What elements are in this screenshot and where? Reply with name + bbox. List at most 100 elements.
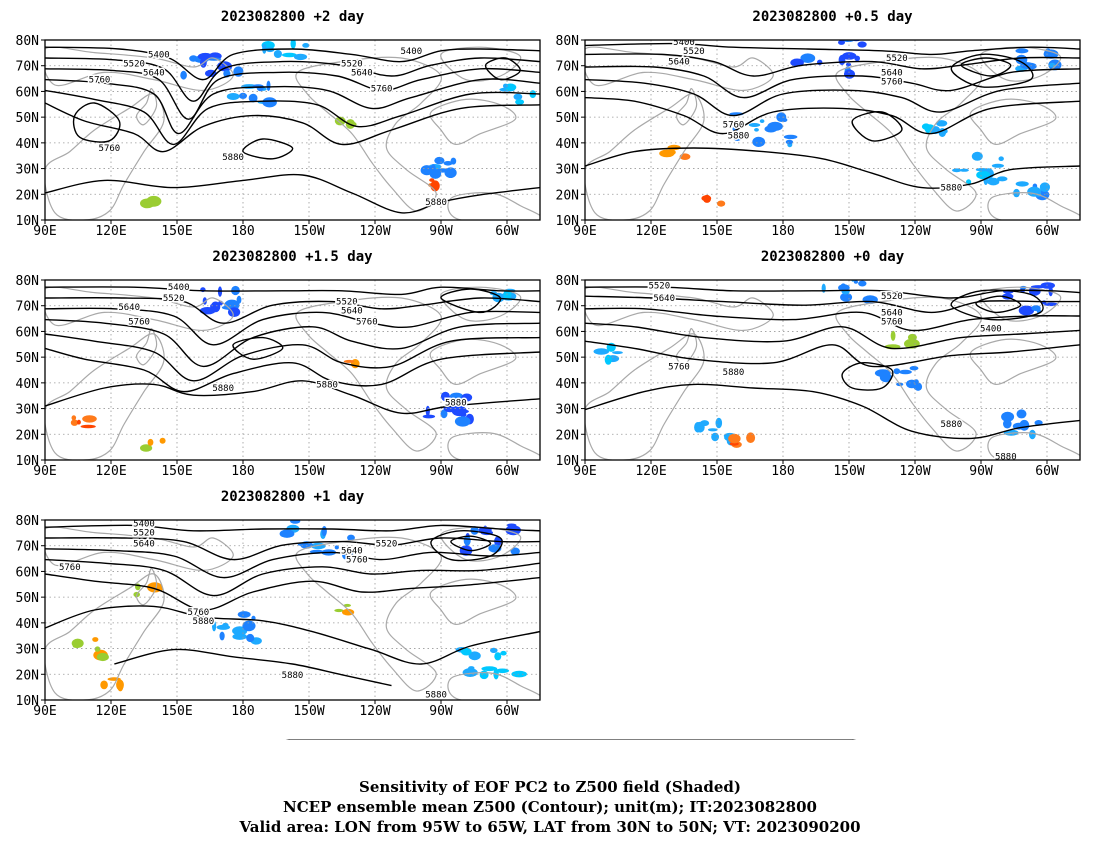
- shade-patch: [315, 509, 327, 512]
- lat-tick-label: 80N: [16, 514, 39, 529]
- contour-label: 5520: [376, 539, 398, 549]
- shade-patch: [1018, 305, 1035, 316]
- shade-patch: [71, 415, 77, 421]
- shade-patch: [711, 432, 719, 442]
- contour-label: 5880: [728, 131, 750, 141]
- z500-contour: [975, 295, 1022, 314]
- contour-label: 5880: [212, 384, 234, 394]
- contour-label: 5400: [980, 325, 1002, 335]
- z500-contour: [45, 102, 540, 153]
- shade-patch: [222, 622, 229, 629]
- shade-patch: [701, 195, 712, 202]
- shade-patch: [935, 120, 948, 127]
- z500-contour: [851, 111, 903, 142]
- lat-tick-label: 10N: [16, 214, 39, 229]
- lon-tick-label: 90W: [429, 704, 453, 719]
- z500-contour: [430, 530, 503, 562]
- shade-patch: [513, 93, 523, 101]
- lon-tick-label: 90W: [969, 224, 993, 239]
- shade-patch: [440, 391, 450, 402]
- gridlines: [45, 280, 540, 460]
- panel-title: 2023082800 +2 day: [221, 9, 365, 25]
- lon-tick-label: 60W: [495, 704, 519, 719]
- z500-contour: [45, 57, 540, 102]
- shade-patch: [80, 424, 96, 429]
- lat-tick-label: 30N: [16, 643, 39, 658]
- z500-contours: [585, 42, 1080, 189]
- lon-tick-label: 150E: [161, 464, 192, 479]
- contour-label: 5400: [400, 47, 422, 57]
- shade-patch: [279, 529, 295, 538]
- coastline: [447, 192, 540, 220]
- shade-patch: [861, 31, 870, 34]
- lon-tick-label: 90E: [573, 224, 596, 239]
- lon-tick-label: 120W: [899, 224, 930, 239]
- shade-patch: [858, 280, 867, 287]
- lon-tick-label: 60W: [1035, 224, 1059, 239]
- coastline: [440, 286, 522, 322]
- caption-line-3: Valid area: LON from 95W to 65W, LAT fro…: [239, 818, 861, 836]
- contour-label: 5400: [133, 520, 155, 530]
- lat-tick-label: 70N: [16, 540, 39, 555]
- z500-contours: [585, 286, 1080, 440]
- shade-patch: [159, 437, 166, 444]
- z500-contour: [45, 67, 540, 120]
- lon-tick-label: 60W: [495, 464, 519, 479]
- contour-label: 5760: [881, 77, 903, 87]
- shade-patch: [82, 415, 97, 423]
- shade-patch: [266, 80, 271, 92]
- shade-patch: [239, 92, 247, 99]
- shade-patch: [248, 93, 258, 103]
- shade-patch: [494, 652, 502, 661]
- shade-patch: [913, 379, 920, 388]
- z500-contour: [242, 138, 294, 160]
- z500-contour: [484, 57, 521, 81]
- contour-label: 5640: [341, 307, 363, 317]
- coastline: [585, 93, 705, 220]
- lat-tick-label: 40N: [16, 137, 39, 152]
- coastline: [447, 432, 540, 460]
- contour-label: 5760: [346, 556, 368, 566]
- shade-patch: [100, 680, 108, 690]
- coastline: [295, 56, 442, 212]
- contour-label: 5880: [940, 420, 962, 430]
- shade-patch: [987, 177, 1000, 186]
- shade-patch: [302, 43, 310, 48]
- lon-tick-label: 60W: [1035, 464, 1059, 479]
- shade-patch: [422, 414, 436, 419]
- coastlines: [585, 286, 1080, 460]
- shade-patch: [790, 58, 804, 67]
- shade-patch: [237, 611, 251, 618]
- shade-patch: [72, 644, 81, 648]
- lon-tick-label: 90E: [573, 464, 596, 479]
- contour-label: 5760: [668, 362, 690, 372]
- coastline: [45, 93, 165, 220]
- coastline: [980, 286, 1062, 322]
- contour-label: 5760: [128, 317, 150, 327]
- shade-patch: [262, 43, 267, 54]
- lat-tick-label: 70N: [16, 60, 39, 75]
- coastline: [295, 536, 442, 692]
- lon-tick-label: 120E: [95, 464, 126, 479]
- lon-tick-label: 120W: [359, 464, 390, 479]
- shade-patch: [199, 307, 216, 315]
- shade-patch: [290, 520, 301, 524]
- coastline: [987, 192, 1080, 220]
- z500-contour: [45, 89, 540, 146]
- contour-label: 5520: [163, 294, 185, 304]
- coastline: [429, 338, 517, 386]
- z500-contour: [45, 380, 540, 415]
- shade-patch: [1031, 305, 1041, 312]
- lat-tick-label: 50N: [556, 111, 579, 126]
- lat-tick-label: 20N: [556, 428, 579, 443]
- lon-tick-label: 60W: [495, 224, 519, 239]
- z500-contour: [45, 605, 540, 665]
- lat-tick-label: 10N: [556, 214, 579, 229]
- z500-contours: [45, 524, 540, 687]
- panel-frame: [44, 519, 541, 701]
- shade-patch: [479, 670, 489, 680]
- z500-contour: [950, 53, 1034, 88]
- z500-contour: [585, 96, 1080, 135]
- shade-patch: [236, 295, 242, 304]
- lon-tick-label: 180: [231, 224, 254, 239]
